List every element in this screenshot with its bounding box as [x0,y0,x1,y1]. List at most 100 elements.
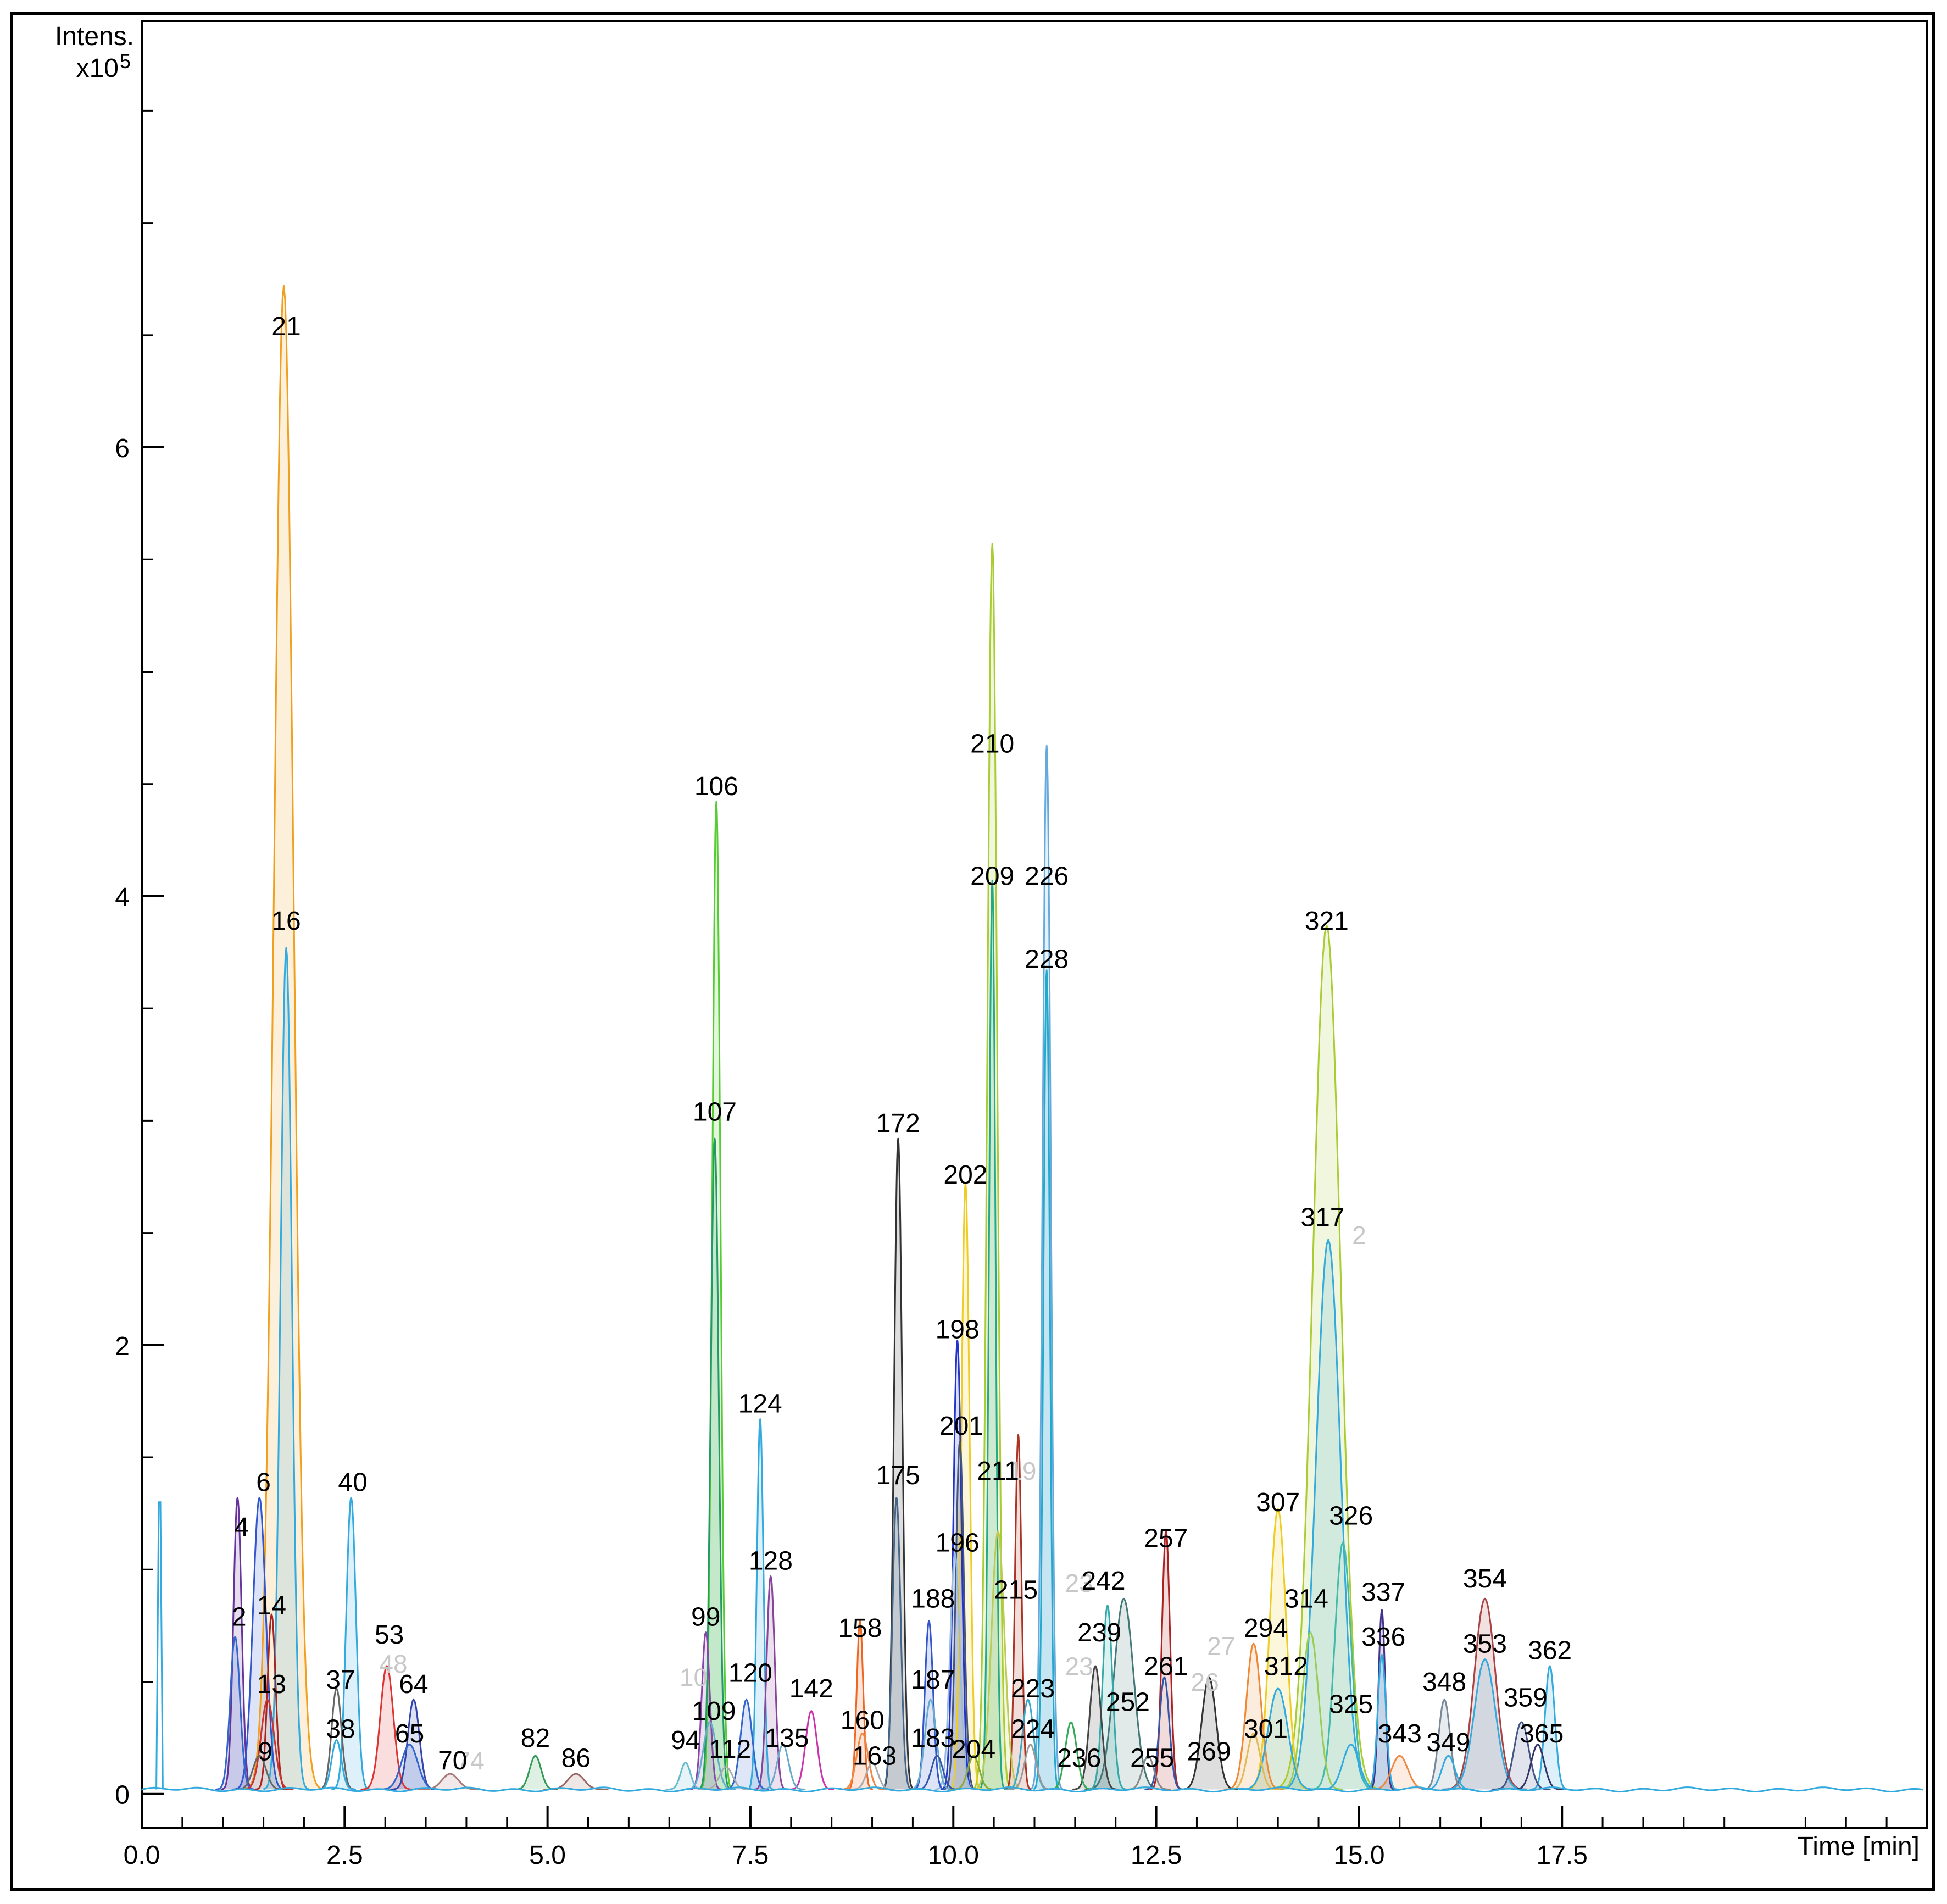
peak-210 [972,543,1013,1790]
peak-label-348: 348 [1422,1668,1466,1697]
peak-fill-337 [1369,1609,1395,1790]
peak-label-94: 94 [671,1726,700,1755]
peak-158 [846,1620,874,1790]
faint-peak-label: 27 [1207,1631,1235,1660]
peak-239 [1071,1665,1119,1790]
peak-label-187: 187 [911,1666,955,1695]
peak-label-86: 86 [561,1744,591,1773]
peak-226 [1030,745,1064,1790]
peak-fill-257 [1149,1531,1182,1790]
peak-fill-354 [1443,1598,1527,1790]
peak-fill-86 [543,1774,609,1790]
y-axis-title-line2: x10 [76,54,119,83]
peak-label-21: 21 [271,312,301,341]
peak-317 [1278,1239,1377,1790]
peak-label-107: 107 [693,1097,737,1126]
peak-label-70: 70 [438,1746,467,1775]
peak-label-365: 365 [1520,1719,1564,1748]
peak-label-224: 224 [1011,1715,1055,1744]
peak-106 [699,801,733,1790]
peak-257 [1149,1530,1183,1790]
peak-label-13: 13 [257,1670,286,1699]
peak-fill-198 [941,1340,974,1790]
peak-fill-106 [700,802,733,1790]
peak-label-53: 53 [375,1620,404,1650]
peak-348 [1421,1698,1467,1790]
peak-fill-215 [1005,1435,1032,1790]
peak-337 [1368,1609,1395,1790]
y-tick-label: 2 [115,1332,130,1361]
peak-label-317: 317 [1300,1203,1344,1232]
peak-label-359: 359 [1504,1683,1548,1712]
peak-label-325: 325 [1329,1690,1373,1719]
peak-107 [697,1137,731,1790]
peak-label-158: 158 [838,1614,882,1643]
y-axis: 0 2 4 6 [115,109,164,1810]
x-tick-label: 10.0 [928,1841,979,1870]
x-axis-title: Time [min] [1798,1832,1920,1861]
plot-area-border [141,20,1928,1829]
peak-fill-64 [391,1700,437,1790]
peak-fill-359 [1492,1722,1551,1790]
y-tick-label: 4 [115,883,130,912]
x-tick-label: 2.5 [326,1841,363,1870]
peak-294 [1223,1642,1283,1790]
peak-215 [1004,1434,1032,1790]
peak-label-172: 172 [876,1109,920,1138]
peak-fill-128 [754,1576,787,1790]
peak-fill-4 [221,1497,254,1790]
peak-fill-2 [215,1636,255,1790]
baseline-spike [155,1501,164,1790]
peak-fill-242 [1088,1605,1127,1790]
peak-label-16: 16 [271,907,301,936]
x-tick-label: 17.5 [1537,1841,1588,1870]
peak-13 [241,1698,294,1790]
peak-6 [232,1497,286,1790]
faint-peak-label: 26 [1191,1668,1219,1696]
peak-lines [214,285,1570,1791]
peak-label-160: 160 [841,1706,885,1735]
faint-peak-label: 48 [379,1650,407,1678]
peak-142 [787,1710,835,1790]
peak-label-326: 326 [1329,1502,1373,1531]
peak-fill-107 [698,1139,731,1790]
peak-fill-120 [724,1700,769,1790]
x-axis: 0.0 2.5 5.0 7.5 10.0 12.5 15.0 17.5 [124,1806,1888,1870]
y-tick-label: 0 [115,1781,130,1810]
peak-354 [1442,1597,1527,1790]
peak-fill-94 [666,1762,705,1790]
peak-353 [1442,1658,1527,1790]
peak-269 [1178,1676,1238,1790]
peak-37 [316,1687,357,1790]
peak-label-215: 215 [994,1575,1038,1605]
peak-label-65: 65 [395,1719,424,1748]
peak-label-337: 337 [1361,1578,1405,1607]
peak-label-210: 210 [970,730,1014,759]
peak-224 [1006,1744,1054,1790]
peak-359 [1491,1721,1551,1790]
peak-label-124: 124 [738,1389,782,1418]
peak-242 [1087,1605,1127,1790]
y-tick-label: 6 [115,434,130,463]
peak-fill-209 [979,880,1005,1790]
peak-fill-362 [1530,1666,1570,1790]
peak-label-64: 64 [399,1670,428,1699]
peak-fill-239 [1072,1666,1119,1790]
faint-peak-label: 2 [1352,1221,1366,1250]
peak-fill-312 [1239,1688,1317,1790]
peak-fill-70 [418,1774,483,1790]
peak-label-211: 211 [977,1457,1019,1486]
peak-label-353: 353 [1463,1629,1507,1658]
peak-fill-175 [880,1497,913,1790]
baseline [141,1501,1923,1793]
peak-124 [746,1418,774,1790]
peak-label-99: 99 [691,1602,720,1631]
faint-peak-label: 74 [457,1746,485,1775]
x-tick-label: 7.5 [732,1841,769,1870]
peak-fill-252 [1084,1598,1163,1790]
peak-label-314: 314 [1284,1585,1328,1614]
peak-40 [331,1497,371,1790]
faint-peak-label: 19 [1008,1457,1036,1485]
peak-label-236: 236 [1057,1744,1101,1773]
